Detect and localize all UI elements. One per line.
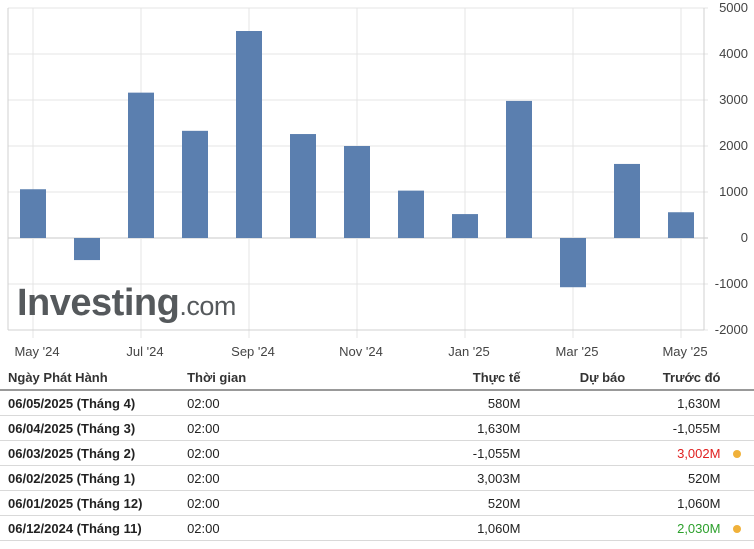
row-forecast <box>520 515 626 541</box>
y-tick-label: -1000 <box>715 276 748 291</box>
row-release-date: 06/05/2025 (Tháng 4) <box>0 390 188 416</box>
x-tick-label: Mar '25 <box>556 344 599 359</box>
history-table: Ngày Phát Hành Thời gian Thực tế Dự báo … <box>0 366 754 541</box>
row-time: 02:00 <box>187 465 326 491</box>
y-tick-label: 3000 <box>719 92 748 107</box>
x-tick-label: May '25 <box>662 344 707 359</box>
table-body: 06/05/2025 (Tháng 4) 02:00 580M 1,630M 06/04… <box>0 390 754 541</box>
revision-dot-icon[interactable] <box>733 450 742 459</box>
table-row: 06/12/2024 (Tháng 11) 02:00 1,060M 2,030M <box>0 515 754 541</box>
row-previous: -1,055M <box>625 415 721 441</box>
y-tick-label: 4000 <box>719 46 748 61</box>
bar-5[interactable] <box>290 134 316 238</box>
row-revision-cell <box>720 490 754 516</box>
bar-12[interactable] <box>668 212 694 238</box>
bar-8[interactable] <box>452 214 478 238</box>
header-actual[interactable]: Thực tế <box>325 366 521 391</box>
bar-7[interactable] <box>398 190 424 238</box>
row-release-date: 06/04/2025 (Tháng 3) <box>0 415 188 441</box>
table-row: 06/04/2025 (Tháng 3) 02:00 1,630M -1,055M <box>0 415 754 441</box>
row-previous: 1,060M <box>625 490 721 516</box>
row-revision-cell <box>720 440 754 466</box>
x-tick-label: Sep '24 <box>231 344 275 359</box>
y-tick-label: -2000 <box>715 322 748 337</box>
bar-11[interactable] <box>614 163 640 238</box>
x-tick-label: Jul '24 <box>126 344 163 359</box>
table-row: 06/02/2025 (Tháng 1) 02:00 3,003M 520M <box>0 465 754 491</box>
row-release-date: 06/02/2025 (Tháng 1) <box>0 465 188 491</box>
row-previous: 3,002M <box>625 440 721 466</box>
bar-6[interactable] <box>344 146 370 238</box>
y-tick-label: 1000 <box>719 184 748 199</box>
row-time: 02:00 <box>187 390 326 416</box>
header-spacer <box>720 366 754 391</box>
bar-9[interactable] <box>506 100 532 238</box>
bar-4[interactable] <box>236 31 262 238</box>
row-time: 02:00 <box>187 440 326 466</box>
logo-main-text: Investing <box>17 282 180 324</box>
x-tick-label: Jan '25 <box>448 344 490 359</box>
row-time: 02:00 <box>187 515 326 541</box>
header-time[interactable]: Thời gian <box>187 366 326 391</box>
bar-2[interactable] <box>128 92 154 238</box>
row-forecast <box>520 490 626 516</box>
row-forecast <box>520 465 626 491</box>
row-previous: 2,030M <box>625 515 721 541</box>
bar-chart: 5000 4000 3000 2000 1000 0 -1000 -2000 May '24 Ju… <box>7 0 748 359</box>
row-forecast <box>520 390 626 416</box>
row-actual: 520M <box>325 490 521 516</box>
chart-area: 5000 4000 3000 2000 1000 0 -1000 -2000 May '24 Ju… <box>7 0 748 359</box>
row-release-date: 06/12/2024 (Tháng 11) <box>0 515 188 541</box>
row-revision-cell <box>720 515 754 541</box>
row-revision-cell <box>720 415 754 441</box>
table-row: 06/05/2025 (Tháng 4) 02:00 580M 1,630M <box>0 390 754 416</box>
row-actual: 580M <box>325 390 521 416</box>
y-tick-label: 2000 <box>719 138 748 153</box>
row-actual: 1,630M <box>325 415 521 441</box>
y-tick-label: 0 <box>741 230 748 245</box>
row-revision-cell <box>720 390 754 416</box>
row-time: 02:00 <box>187 490 326 516</box>
bar-0[interactable] <box>20 189 46 238</box>
row-revision-cell <box>720 465 754 491</box>
x-tick-label: Nov '24 <box>339 344 383 359</box>
row-forecast <box>520 440 626 466</box>
row-time: 02:00 <box>187 415 326 441</box>
row-release-date: 06/03/2025 (Tháng 2) <box>0 440 188 466</box>
header-forecast[interactable]: Dự báo <box>520 366 626 391</box>
bar-3[interactable] <box>182 130 208 238</box>
row-release-date: 06/01/2025 (Tháng 12) <box>0 490 188 516</box>
header-previous[interactable]: Trước đó <box>625 366 721 391</box>
header-release-date[interactable]: Ngày Phát Hành <box>0 366 188 391</box>
row-actual: 1,060M <box>325 515 521 541</box>
logo-domain-text: .com <box>179 291 236 321</box>
row-previous: 1,630M <box>625 390 721 416</box>
row-actual: -1,055M <box>325 440 521 466</box>
revision-dot-icon[interactable] <box>733 525 742 534</box>
row-actual: 3,003M <box>325 465 521 491</box>
table-row: 06/03/2025 (Tháng 2) 02:00 -1,055M 3,002M <box>0 440 754 466</box>
investing-logo: Investing.com <box>17 282 236 325</box>
bar-10[interactable] <box>560 238 586 288</box>
row-forecast <box>520 415 626 441</box>
table-row: 06/01/2025 (Tháng 12) 02:00 520M 1,060M <box>0 490 754 516</box>
bar-1[interactable] <box>74 238 100 261</box>
x-tick-label: May '24 <box>14 344 59 359</box>
table-header-row: Ngày Phát Hành Thời gian Thực tế Dự báo … <box>0 366 754 391</box>
y-tick-label: 5000 <box>719 0 748 15</box>
row-previous: 520M <box>625 465 721 491</box>
